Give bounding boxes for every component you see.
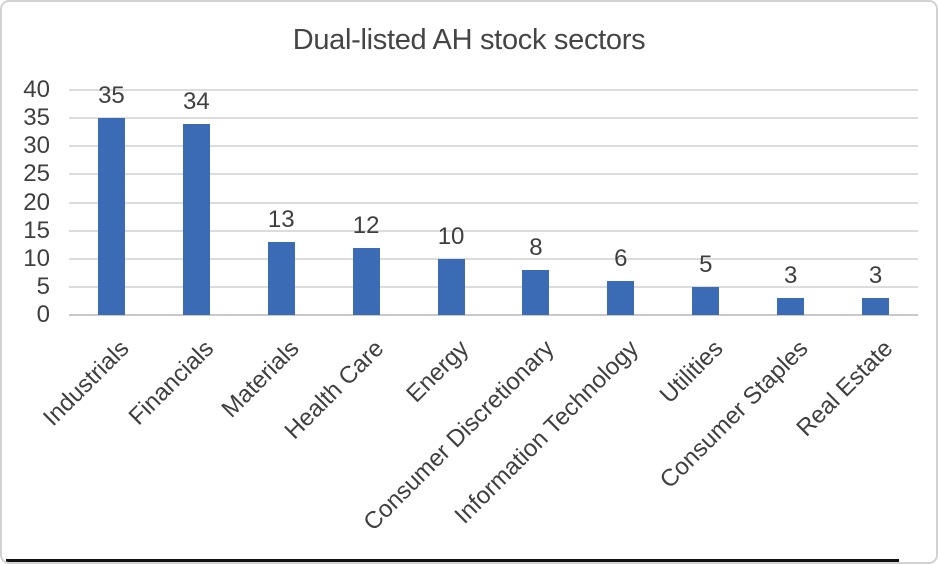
y-axis-tick-label: 0 bbox=[36, 301, 50, 328]
bar-value-label: 5 bbox=[699, 250, 713, 278]
gridline bbox=[69, 285, 918, 288]
bar-value-label: 35 bbox=[98, 82, 125, 110]
x-axis-category-label: Materials bbox=[216, 335, 305, 423]
x-axis-category-label: Consumer Staples bbox=[655, 335, 814, 494]
y-axis-tick-label: 30 bbox=[23, 132, 50, 160]
gridline bbox=[69, 173, 918, 176]
gridline bbox=[69, 229, 918, 232]
chart-title: Dual-listed AH stock sectors bbox=[292, 24, 646, 56]
bar bbox=[182, 123, 210, 315]
y-axis-tick-label: 40 bbox=[23, 76, 50, 103]
bar-value-label: 3 bbox=[783, 262, 798, 290]
bar bbox=[267, 241, 295, 315]
gridline bbox=[69, 201, 918, 204]
bar-value-label: 6 bbox=[614, 245, 628, 273]
bar bbox=[97, 118, 125, 315]
x-axis-category-label: Energy bbox=[401, 335, 475, 408]
bar bbox=[437, 258, 465, 315]
y-axis-tick-label: 20 bbox=[23, 188, 50, 216]
bottom-edge-line bbox=[6, 559, 899, 562]
bar bbox=[522, 270, 550, 315]
bar bbox=[777, 298, 805, 315]
bar-value-label: 13 bbox=[267, 205, 295, 233]
gridline bbox=[69, 117, 918, 120]
y-axis-tick-label: 10 bbox=[23, 244, 50, 272]
bar-value-label: 10 bbox=[437, 222, 465, 250]
x-axis-category-label: Industrials bbox=[38, 335, 135, 432]
gridline bbox=[69, 145, 918, 148]
bar bbox=[607, 281, 635, 315]
x-axis-category-label: Utilities bbox=[655, 335, 729, 409]
y-axis-tick-label: 15 bbox=[23, 216, 50, 244]
y-axis-tick-label: 35 bbox=[23, 104, 50, 132]
gridline bbox=[69, 89, 918, 91]
bar-value-label: 8 bbox=[529, 234, 543, 261]
bar bbox=[352, 247, 380, 315]
bar bbox=[692, 286, 720, 315]
x-axis-line bbox=[69, 314, 918, 316]
bar bbox=[862, 298, 890, 315]
y-axis-tick-label: 25 bbox=[23, 160, 50, 188]
y-axis-tick-label: 5 bbox=[36, 272, 50, 300]
bar-value-label: 3 bbox=[868, 262, 883, 290]
bar-value-label: 12 bbox=[352, 211, 380, 239]
gridline bbox=[69, 257, 918, 260]
x-axis-category-label: Financials bbox=[123, 335, 220, 431]
bar-value-label: 34 bbox=[182, 87, 210, 115]
